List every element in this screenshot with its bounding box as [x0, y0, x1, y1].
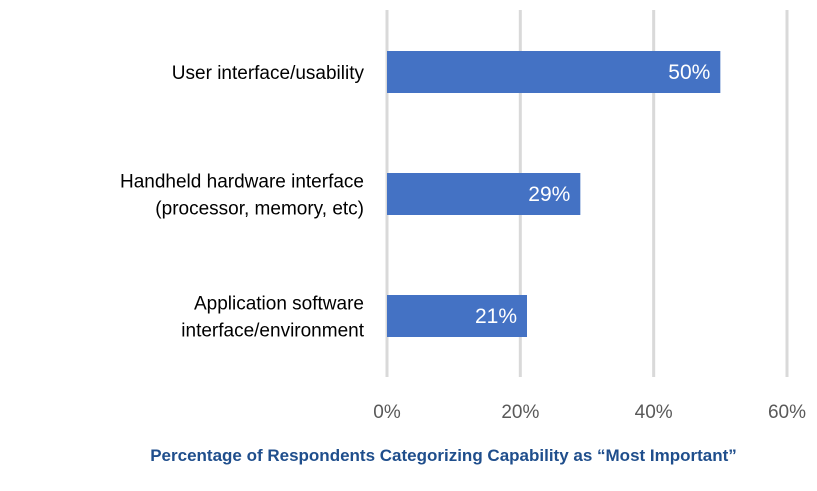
x-axis-label: Percentage of Respondents Categorizing C… — [150, 446, 737, 465]
x-tick-label: 60% — [768, 402, 806, 423]
data-label: 29% — [528, 183, 570, 206]
data-label: 21% — [475, 305, 517, 328]
data-label: 50% — [668, 61, 710, 84]
category-label: Application software — [194, 294, 364, 315]
x-tick-label: 40% — [635, 402, 673, 423]
category-labels: User interface/usability Handheld hardwar… — [120, 63, 365, 342]
category-label: (processor, memory, etc) — [155, 199, 364, 220]
category-label: interface/environment — [181, 321, 364, 342]
bar — [387, 295, 527, 337]
category-label: User interface/usability — [172, 63, 365, 84]
x-tick-labels: 0% 20% 40% 60% — [373, 402, 806, 423]
x-tick-label: 0% — [373, 402, 401, 423]
bar — [387, 51, 721, 93]
bar — [387, 173, 581, 215]
category-label: Handheld hardware interface — [120, 172, 364, 193]
bars: 50% 29% 21% — [387, 51, 721, 337]
x-tick-label: 20% — [501, 402, 539, 423]
